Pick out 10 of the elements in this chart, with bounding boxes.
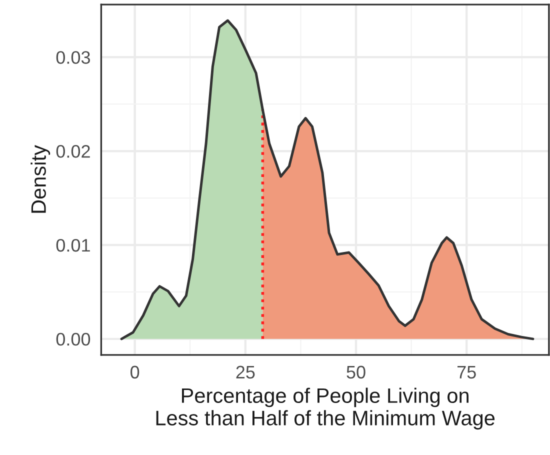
y-tick-label: 0.00	[56, 332, 90, 346]
x-tick-label: 50	[346, 366, 366, 379]
x-axis-title: Percentage of People Living on Less than Half of the Minimum Wage	[156, 388, 495, 430]
x-tick-label: 25	[236, 366, 255, 379]
y-tick-label: 0.02	[56, 145, 90, 158]
y-tick-label: 0.01	[56, 238, 90, 252]
y-tick-label: 0.03	[56, 51, 90, 64]
y-axis-title: Density	[30, 145, 50, 213]
x-tick-label: 75	[458, 366, 476, 379]
x-tick-label: 0	[130, 366, 140, 379]
